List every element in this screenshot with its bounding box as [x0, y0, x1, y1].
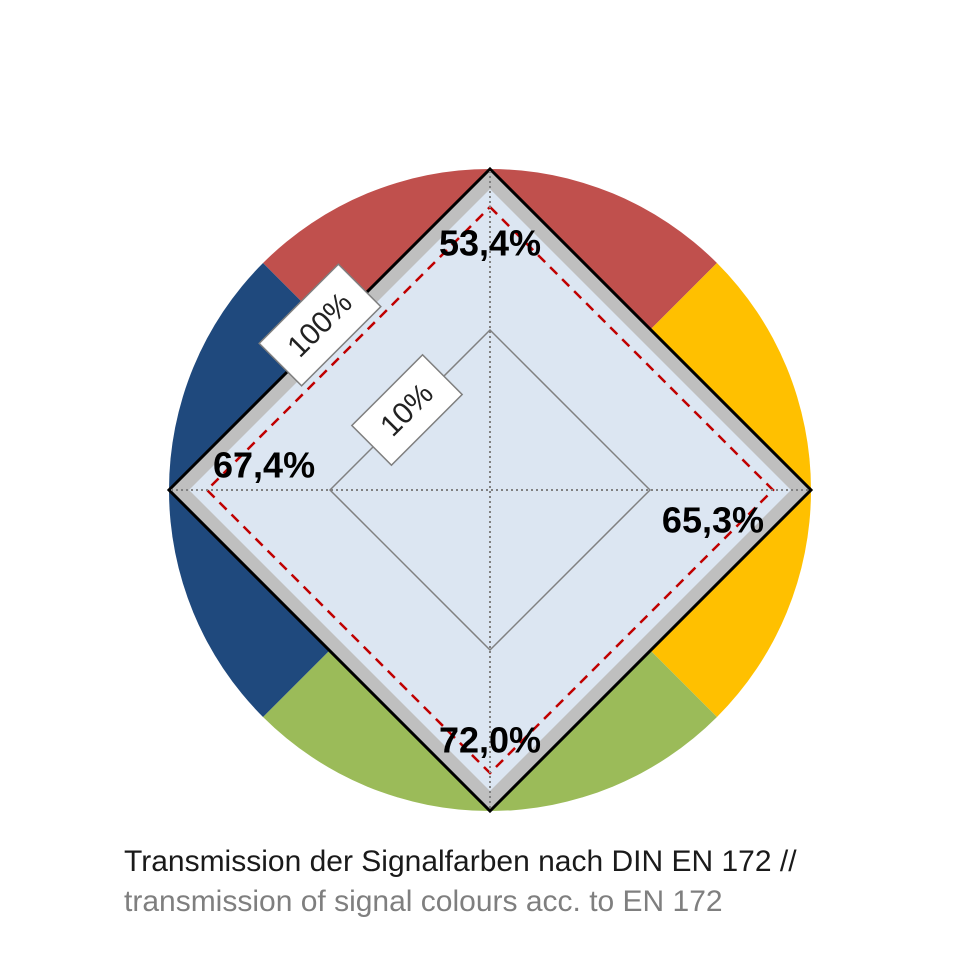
value-label-right: 65,3% — [662, 500, 764, 541]
chart-caption: Transmission der Signalfarben nach DIN E… — [124, 842, 964, 922]
value-label-bottom: 72,0% — [439, 720, 541, 761]
caption-german: Transmission der Signalfarben nach DIN E… — [124, 845, 797, 878]
scale-label-10-box — [350, 353, 464, 467]
caption-english: transmission of signal colours acc. to E… — [124, 885, 723, 918]
scale-label-100-box — [258, 263, 382, 387]
axis-lines — [171, 171, 809, 809]
signal-colour-chart: 100%10% 53,4%65,3%72,0%67,4% — [166, 166, 814, 814]
value-label-left: 67,4% — [213, 445, 315, 486]
value-labels: 53,4% 65,3% 72,0% 67,4% — [213, 223, 764, 761]
outline-100 — [166, 166, 814, 814]
value-label-top: 53,4% — [439, 223, 541, 264]
